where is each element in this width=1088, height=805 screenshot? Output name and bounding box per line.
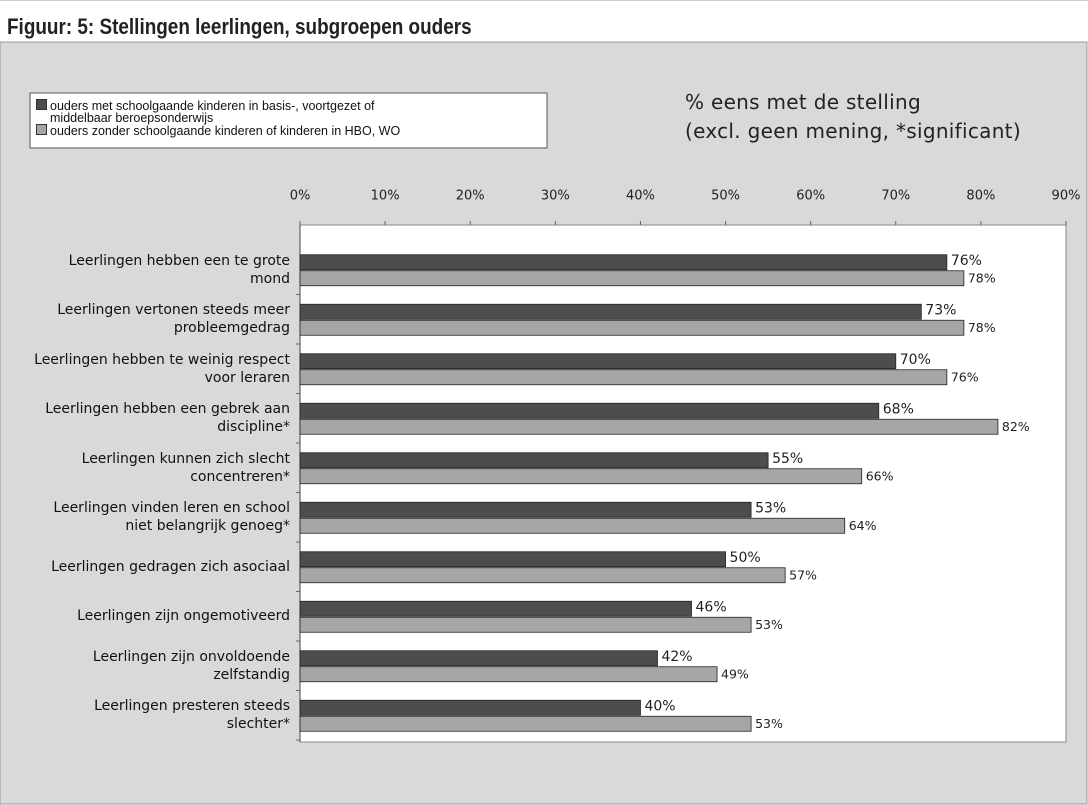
y-tick-label: Leerlingen hebben te weinig respect voor… <box>34 351 290 386</box>
annotation: (excl. geen mening, *significant) <box>685 119 1021 143</box>
x-tick-label: 20% <box>456 189 485 204</box>
bar <box>299 319 965 336</box>
y-tick-label: Leerlingen presteren steeds slechter* <box>94 698 290 733</box>
bar <box>299 517 846 534</box>
x-tick-label: 40% <box>626 189 655 204</box>
y-tick-label: Leerlingen zijn ongemotiveerd <box>77 608 290 625</box>
y-tick-label: Leerlingen gedragen zich asociaal <box>51 558 290 575</box>
y-tick-label: Leerlingen vertonen steeds meer probleem… <box>57 302 290 337</box>
data-label: 50% <box>730 550 761 566</box>
legend-box <box>29 92 548 149</box>
bar <box>299 353 897 370</box>
bar <box>299 402 880 419</box>
bar <box>299 369 948 386</box>
bar <box>299 616 752 633</box>
legend-label: ouders zonder schoolgaande kinderen of k… <box>50 124 401 138</box>
legend-entry: ouders zonder schoolgaande kinderen of k… <box>36 124 550 137</box>
data-label: 55% <box>772 451 803 467</box>
y-tick-label: Leerlingen zijn onvoldoende zelfstandig <box>92 648 290 683</box>
y-tick-label: Leerlingen kunnen zich slecht concentrer… <box>81 450 290 485</box>
bar <box>299 254 948 271</box>
x-tick-label: 80% <box>966 189 995 204</box>
legend-swatch <box>36 124 47 135</box>
y-tick-label: Leerlingen hebben een gebrek aan discipl… <box>45 401 290 436</box>
data-label: 78% <box>968 320 996 335</box>
data-label: 42% <box>661 649 692 665</box>
data-label: 66% <box>866 468 894 483</box>
x-tick-label: 30% <box>541 189 570 204</box>
bar <box>299 452 769 469</box>
bar <box>299 270 965 287</box>
bar <box>299 567 786 584</box>
legend-entry: ouders met schoolgaande kinderen in basi… <box>36 99 430 124</box>
y-tick-label: Leerlingen hebben een te grote mond <box>68 252 290 287</box>
data-label: 57% <box>789 567 817 582</box>
bar <box>299 551 726 568</box>
x-tick-label: 70% <box>881 189 910 204</box>
chart-title: Figuur: 5: Stellingen leerlingen, subgro… <box>7 14 472 39</box>
data-label: 40% <box>644 698 675 714</box>
data-label: 46% <box>696 599 727 615</box>
x-tick-label: 10% <box>371 189 400 204</box>
x-tick-label: 60% <box>796 189 825 204</box>
y-tick-label: Leerlingen vinden leren en school niet b… <box>53 500 290 535</box>
bar <box>299 303 922 320</box>
x-tick-label: 0% <box>290 189 311 204</box>
x-tick-label: 90% <box>1052 189 1081 204</box>
bar <box>299 650 658 667</box>
bar <box>299 699 641 716</box>
data-label: 53% <box>755 500 786 516</box>
legend-label: ouders met schoolgaande kinderen in basi… <box>50 99 375 125</box>
bar <box>299 501 752 518</box>
bar <box>299 418 999 435</box>
bar <box>299 666 718 683</box>
bar <box>299 715 752 732</box>
legend-swatch <box>36 99 47 110</box>
data-label: 64% <box>849 518 877 533</box>
data-label: 53% <box>755 617 783 632</box>
annotation: % eens met de stelling <box>685 90 921 114</box>
data-label: 73% <box>925 302 956 318</box>
data-label: 76% <box>951 253 982 269</box>
data-label: 70% <box>900 352 931 368</box>
x-tick-label: 50% <box>711 189 740 204</box>
bar <box>299 600 692 617</box>
data-label: 82% <box>1002 419 1030 434</box>
data-label: 68% <box>883 401 914 417</box>
data-label: 76% <box>951 369 979 384</box>
data-label: 53% <box>755 716 783 731</box>
data-label: 78% <box>968 270 996 285</box>
data-label: 49% <box>721 666 749 681</box>
bar <box>299 468 863 485</box>
